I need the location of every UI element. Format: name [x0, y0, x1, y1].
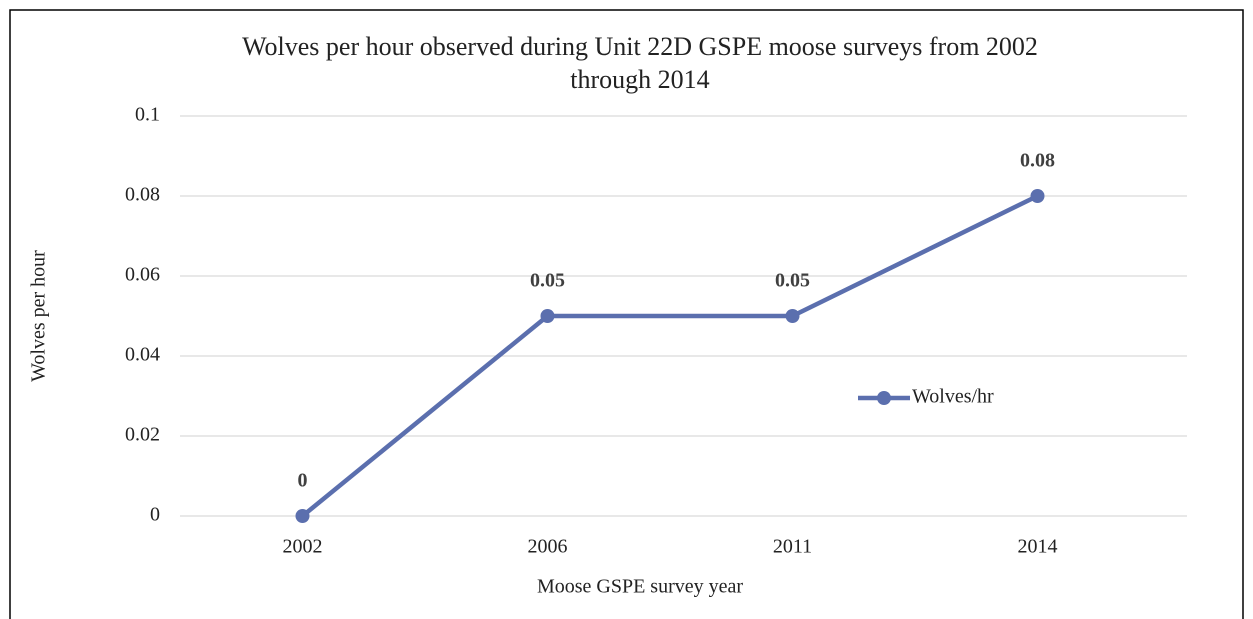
y-tick-label: 0.08	[125, 184, 160, 206]
y-tick-label: 0.1	[135, 104, 160, 126]
data-label: 0	[298, 470, 308, 492]
chart-title: Wolves per hour observed during Unit 22D…	[242, 32, 1038, 94]
point	[785, 309, 800, 323]
line	[301, 193, 1039, 518]
x-tick-label: 2002	[283, 536, 323, 558]
x-axis-label: Moose GSPE survey year	[537, 576, 743, 598]
chart-border	[9, 9, 1244, 619]
y-tick-label: 0.04	[125, 344, 160, 366]
point	[540, 309, 555, 323]
point	[1030, 189, 1045, 203]
x-tick-label: 2006	[528, 536, 568, 558]
x-tick-label: 2014	[1018, 536, 1058, 558]
y-tick-label: 0	[150, 504, 160, 526]
data-label: 0.05	[775, 270, 810, 292]
y-axis-label: Wolves per hour	[28, 250, 50, 382]
legend-label: Wolves/hr	[912, 386, 994, 408]
data-label: 0.05	[530, 270, 565, 292]
data-label: 0.08	[1020, 150, 1055, 172]
legend-marker	[877, 391, 891, 405]
x-tick-label: 2011	[773, 536, 812, 558]
y-tick-label: 0.06	[125, 264, 160, 286]
point	[295, 509, 310, 523]
y-tick-label: 0.02	[125, 424, 160, 446]
